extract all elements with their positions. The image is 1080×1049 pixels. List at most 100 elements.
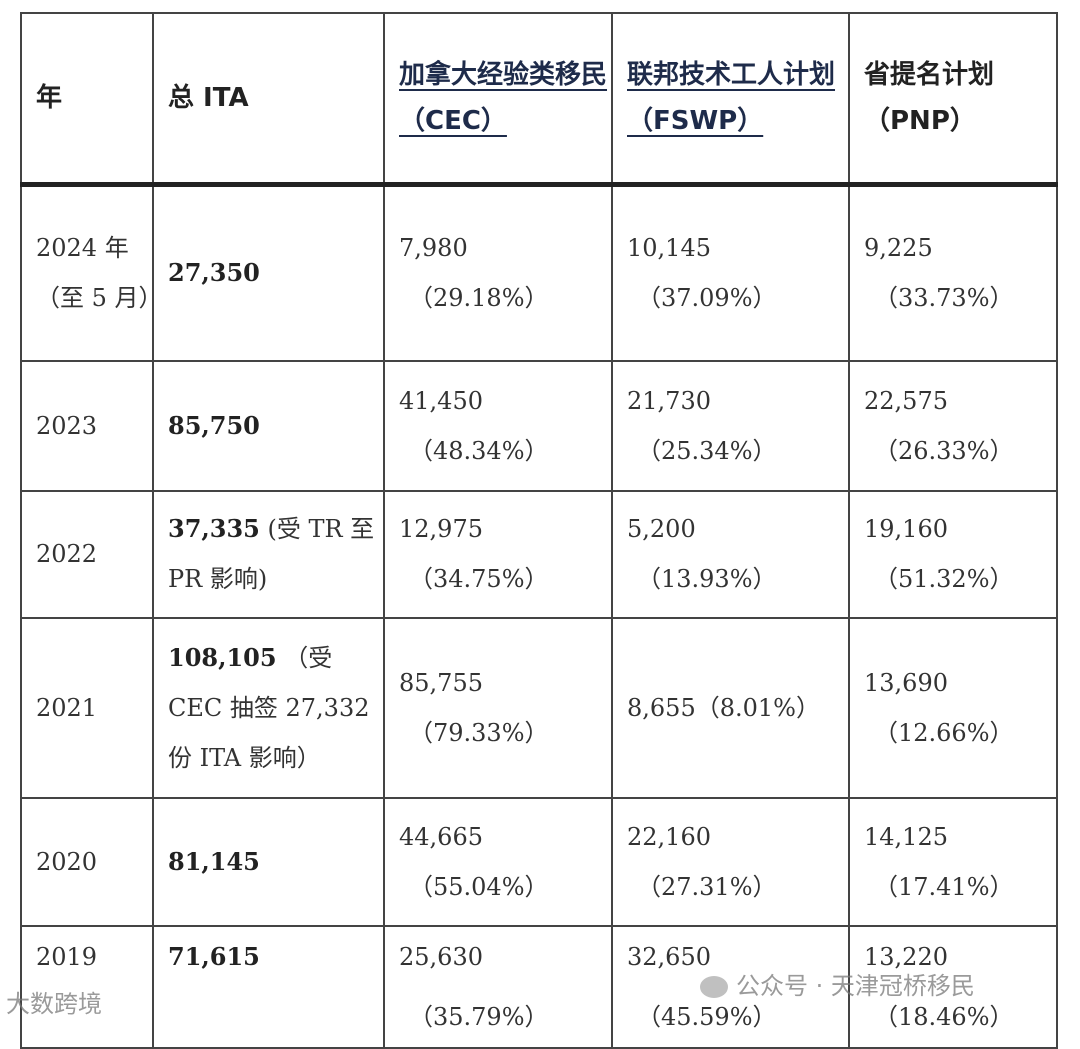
- fswp-value: 32,650: [627, 942, 711, 971]
- cell-fswp: 5,200 （13.93%）: [611, 489, 850, 619]
- fswp-value: 21,730: [627, 386, 711, 415]
- fswp-value: 22,160: [627, 822, 711, 851]
- wechat-icon: [700, 975, 728, 998]
- header-row: 年 总 ITA 加拿大经验类移民（CEC） 联邦技术工人计划 （FSWP） 省提名…: [20, 12, 1058, 187]
- cell-year: 2022: [20, 489, 154, 619]
- cell-total: 108,105 （受 CEC 抽签 27,332 份 ITA 影响）: [152, 616, 385, 799]
- cec-percent: （48.34%）: [409, 436, 549, 465]
- cec-percent: （35.79%）: [409, 1002, 549, 1031]
- year-text: 2019: [36, 942, 98, 971]
- fswp-percent: （25.34%）: [637, 436, 777, 465]
- table-row: 2020 81,145 44,665 （55.04%） 22,160 （27.31%） 14…: [20, 796, 1058, 927]
- cell-pnp: 22,575 （26.33%）: [848, 359, 1058, 492]
- fswp-value: 5,200: [627, 515, 696, 543]
- total-value: 37,335: [168, 514, 260, 543]
- cell-total: 81,145: [152, 796, 385, 927]
- cell-pnp: 9,225 （33.73%）: [848, 183, 1058, 362]
- cec-value: 25,630: [399, 942, 483, 971]
- header-total: 总 ITA: [152, 12, 385, 187]
- header-cec: 加拿大经验类移民（CEC）: [383, 12, 613, 187]
- pnp-value: 22,575: [864, 386, 948, 415]
- pnp-value: 14,125: [864, 822, 948, 851]
- cell-cec: 41,450 （48.34%）: [383, 359, 613, 492]
- pnp-percent: （26.33%）: [874, 436, 1014, 465]
- cec-value: 41,450: [399, 386, 483, 415]
- watermark-left: 大数跨境: [6, 989, 102, 1018]
- pnp-percent: （12.66%）: [874, 718, 1014, 747]
- ita-table: 年 总 ITA 加拿大经验类移民（CEC） 联邦技术工人计划 （FSWP） 省提名…: [20, 12, 1058, 1049]
- cec-link[interactable]: 加拿大经验类移民（CEC）: [399, 60, 608, 136]
- cec-value: 85,755: [399, 668, 483, 697]
- cell-cec: 44,665 （55.04%）: [383, 796, 613, 927]
- cell-pnp: 13,690 （12.66%）: [848, 616, 1058, 799]
- cec-value: 7,980: [399, 234, 468, 263]
- cell-fswp: 21,730 （25.34%）: [611, 359, 850, 492]
- table-row: 2022 37,335 (受 TR 至 PR 影响) 12,975 （34.75%） 5…: [20, 489, 1058, 619]
- cell-cec: 7,980 （29.18%）: [383, 183, 613, 362]
- fswp-percent: （13.93%）: [637, 565, 777, 593]
- table-row: 2023 85,750 41,450 （48.34%） 21,730 （25.34%） 22…: [20, 359, 1058, 492]
- pnp-value: 13,220: [864, 942, 948, 971]
- year-text: 2020: [36, 847, 98, 876]
- cell-fswp: 8,655（8.01%）: [611, 616, 850, 799]
- cell-fswp: 10,145 （37.09%）: [611, 183, 850, 362]
- fswp-percent: （27.31%）: [637, 872, 777, 901]
- table-row: 2019 71,615 25,630 （35.79%） 32,650 （45.59%） 13…: [20, 924, 1058, 1049]
- pnp-value: 9,225: [864, 234, 933, 263]
- cell-total: 37,335 (受 TR 至 PR 影响): [152, 489, 385, 619]
- cell-total: 27,350: [152, 183, 385, 362]
- table-row: 2021 108,105 （受 CEC 抽签 27,332 份 ITA 影响） 85…: [20, 616, 1058, 799]
- cec-percent: （79.33%）: [409, 718, 549, 747]
- year-text: 2024 年（至 5 月）: [36, 234, 163, 313]
- cec-percent: （55.04%）: [409, 872, 549, 901]
- cell-year: 2019: [20, 924, 154, 1049]
- cell-year: 2020: [20, 796, 154, 927]
- cell-fswp: 22,160 （27.31%）: [611, 796, 850, 927]
- pnp-percent: （18.46%）: [874, 1002, 1014, 1031]
- total-value: 71,615: [168, 941, 260, 971]
- pnp-title: 省提名计划: [864, 60, 995, 90]
- cell-pnp: 19,160 （51.32%）: [848, 489, 1058, 619]
- table-row: 2024 年（至 5 月） 27,350 7,980 （29.18%） 10,145 （3…: [20, 183, 1058, 362]
- cell-year: 2021: [20, 616, 154, 799]
- cell-year: 2023: [20, 359, 154, 492]
- fswp-value: 8,655: [627, 693, 696, 722]
- cell-cec: 85,755 （79.33%）: [383, 616, 613, 799]
- year-text: 2022: [36, 540, 98, 568]
- header-pnp: 省提名计划 （PNP）: [848, 12, 1058, 187]
- fswp-abbr: （FSWP）: [627, 106, 764, 136]
- fswp-percent: （45.59%）: [637, 1002, 777, 1031]
- year-text: 2023: [36, 411, 98, 440]
- cell-cec: 25,630 （35.79%）: [383, 924, 613, 1049]
- header-year: 年: [20, 12, 154, 187]
- fswp-percent: （37.09%）: [637, 284, 777, 313]
- fswp-title: 联邦技术工人计划: [627, 60, 836, 90]
- cec-value: 44,665: [399, 822, 483, 851]
- watermark-right: 公众号 · 天津冠桥移民: [700, 972, 975, 1000]
- fswp-value: 10,145: [627, 234, 711, 263]
- header-fswp: 联邦技术工人计划 （FSWP）: [611, 12, 850, 187]
- total-value: 85,750: [168, 410, 260, 440]
- pnp-percent: （17.41%）: [874, 872, 1014, 901]
- cec-value: 12,975: [399, 515, 483, 543]
- total-value: 108,105: [168, 642, 277, 672]
- pnp-value: 19,160: [864, 515, 948, 543]
- cell-pnp: 13,220 （18.46%）: [848, 924, 1058, 1049]
- cell-pnp: 14,125 （17.41%）: [848, 796, 1058, 927]
- cell-total: 71,615: [152, 924, 385, 1049]
- fswp-percent: （8.01%）: [695, 693, 820, 722]
- total-note: (受 TR 至 PR 影响): [168, 515, 375, 593]
- total-value: 81,145: [168, 846, 260, 876]
- pnp-value: 13,690: [864, 668, 948, 697]
- pnp-percent: （51.32%）: [874, 565, 1014, 593]
- total-note: （受 CEC 抽签 27,332 份 ITA 影响）: [168, 643, 370, 772]
- pnp-abbr: （PNP）: [864, 106, 976, 136]
- cec-percent: （29.18%）: [409, 284, 549, 313]
- cec-percent: （34.75%）: [409, 565, 549, 593]
- fswp-link[interactable]: 联邦技术工人计划 （FSWP）: [627, 60, 835, 136]
- year-text: 2021: [36, 693, 98, 722]
- pnp-percent: （33.73%）: [874, 284, 1014, 313]
- cell-year: 2024 年（至 5 月）: [20, 183, 163, 362]
- total-value: 27,350: [168, 258, 260, 288]
- watermark-right-text: 公众号 · 天津冠桥移民: [736, 971, 975, 1000]
